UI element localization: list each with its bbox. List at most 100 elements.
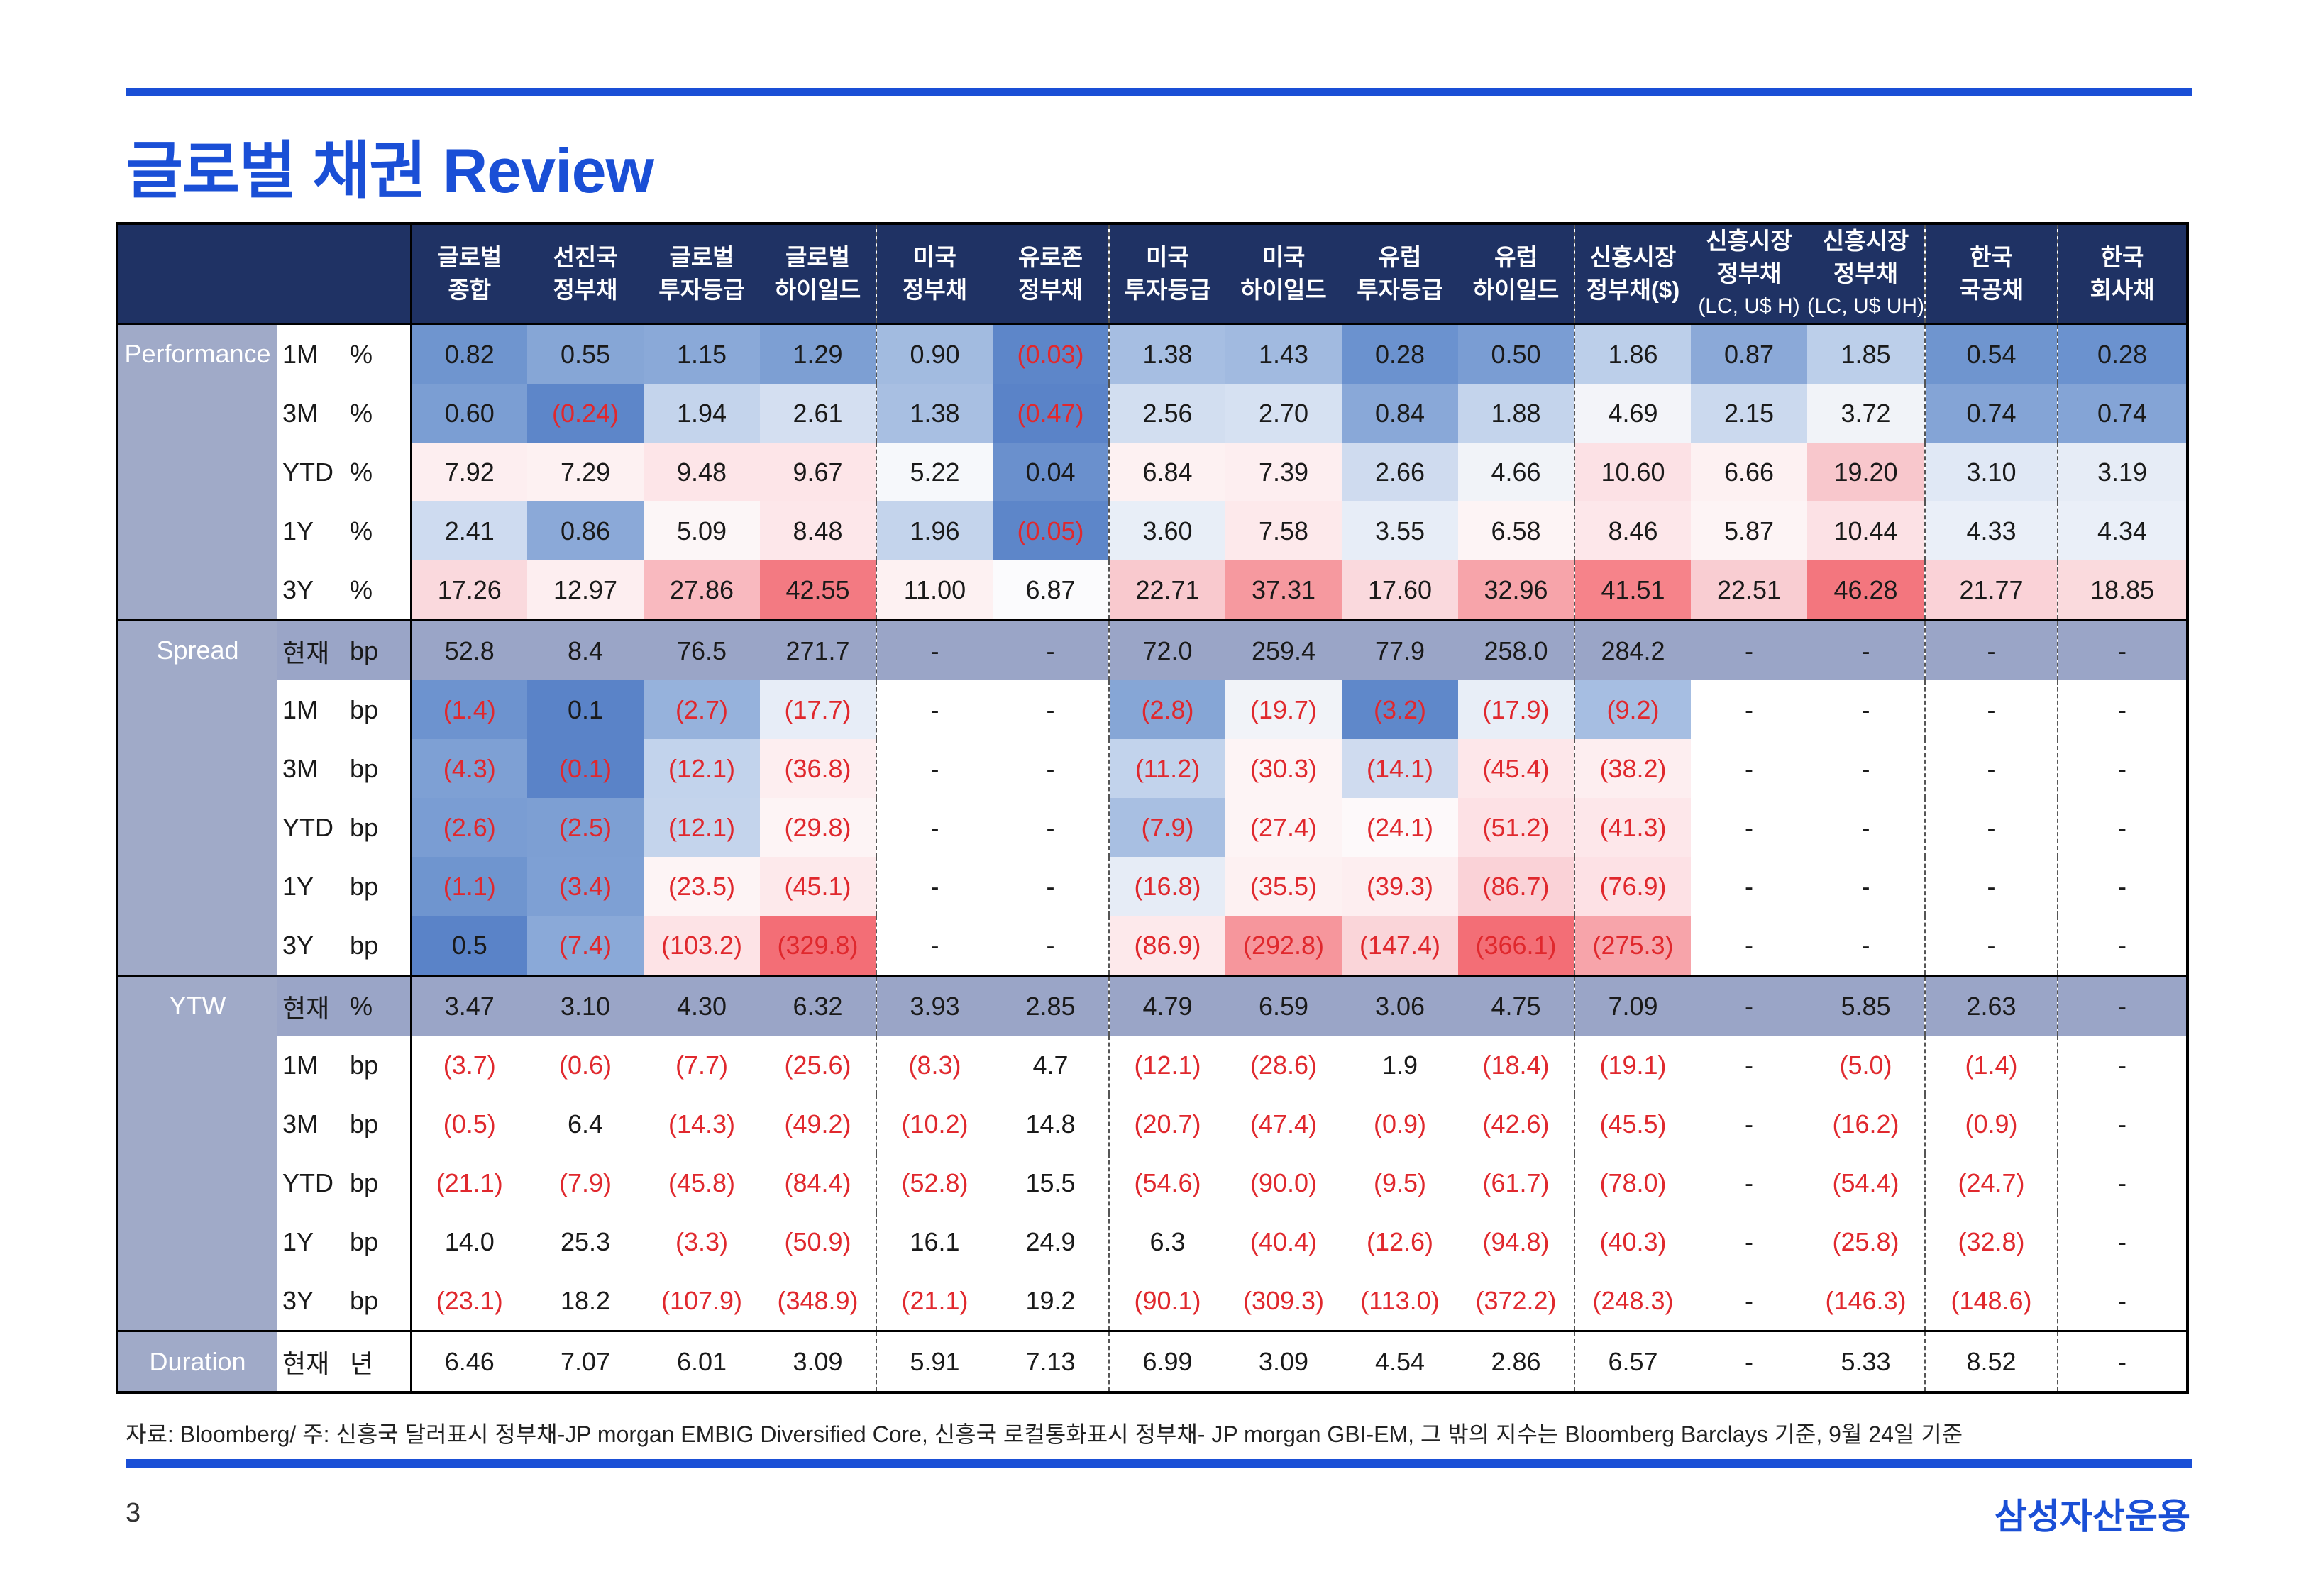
table-cell: (14.1) [1342, 739, 1458, 798]
table-cell: 19.2 [1025, 1285, 1076, 1315]
table-cell: (12.1) [644, 798, 760, 857]
table-cell: (9.5) [1373, 1168, 1427, 1197]
table-cell: - [1924, 857, 2058, 916]
table-cell: 8.52 [1924, 1330, 2058, 1394]
bond-review-table-wrap: 글로벌 종합 선진국 정부채 글로벌 투자등급 글로벌 하이일드 미국 정부채 유로존 정부채 미국 투자… [116, 222, 2190, 1394]
table-cell: 5.91 [876, 1330, 993, 1394]
table-cell: 0.84 [1342, 384, 1458, 443]
column-header-line2: 정부채 [1017, 277, 1083, 303]
table-cell: (21.1) [876, 1271, 993, 1331]
table-cell: (1.4) [1924, 1036, 2058, 1095]
table-cell: 17.26 [409, 560, 527, 621]
table-cell: 5.87 [1691, 501, 1807, 560]
column-header: 한국 회사채 [2057, 222, 2190, 324]
unit-label: bp [350, 1050, 379, 1080]
table-cell: 2.70 [1225, 384, 1342, 443]
table-cell: - [2057, 1212, 2190, 1271]
table-cell: 18.2 [560, 1285, 611, 1315]
table-cell: (292.8) [1225, 916, 1342, 976]
table-row: YTD bp (21.1) (7.9) (45.8) (84.4) (52.8) 15.5 (5… [117, 1153, 2190, 1212]
table-cell: (16.8) [1108, 857, 1225, 916]
table-row: 3Y bp (23.1) 18.2 (107.9) (348.9) (21.1) 19.2 (9… [117, 1271, 2190, 1331]
column-header-sub: (LC, U$ H) [1698, 294, 1800, 318]
table-row: 1M bp (3.7) (0.6) (7.7) (25.6) (8.3) 4.7 (12.1) (… [117, 1036, 2190, 1095]
table-cell: - [2057, 680, 2190, 739]
table-cell: 5.22 [876, 443, 993, 501]
table-cell: (35.5) [1225, 857, 1342, 916]
table-cell: 6.99 [1108, 1330, 1225, 1394]
table-cell: - [2057, 1271, 2190, 1331]
table-cell: 3.06 [1342, 975, 1458, 1036]
table-cell: 5.09 [644, 501, 760, 560]
column-header: 유로존 정부채 [993, 222, 1109, 324]
table-cell: (86.7) [1458, 857, 1574, 916]
table-cell: (2.7) [644, 680, 760, 739]
unit-label: bp [350, 1226, 379, 1256]
table-cell: 9.48 [644, 443, 760, 501]
table-cell: - [2057, 1330, 2190, 1394]
table-cell: (18.4) [1482, 1050, 1550, 1080]
table-cell: (113.0) [1360, 1285, 1440, 1315]
column-header-sub: (LC, U$ UH) [1807, 294, 1925, 318]
table-cell: 1.29 [760, 323, 876, 384]
table-cell: (29.8) [760, 798, 876, 857]
table-cell: (146.3) [1825, 1285, 1907, 1315]
table-cell: 12.97 [527, 560, 644, 621]
table-cell: 7.13 [993, 1330, 1109, 1394]
table-cell: 4.7 [1032, 1050, 1069, 1080]
table-cell: 284.2 [1574, 619, 1691, 680]
table-cell: - [993, 680, 1109, 739]
unit-label: bp [350, 694, 379, 724]
column-header-line1: 신흥시장 [1822, 228, 1909, 254]
column-header-line2: 회사채 [2090, 277, 2155, 303]
unit-label: 년 [344, 1330, 411, 1394]
table-cell: (3.7) [409, 1036, 527, 1095]
table-cell: (52.8) [876, 1153, 993, 1212]
table-cell: (51.2) [1458, 798, 1574, 857]
table-cell: 46.28 [1807, 560, 1926, 621]
table-cell: 2.66 [1342, 443, 1458, 501]
page-number: 3 [126, 1498, 141, 1528]
brand-logo: 삼성자산운용 [1995, 1497, 2190, 1536]
table-cell: (7.9) [1108, 798, 1225, 857]
table-cell: (366.1) [1458, 916, 1574, 976]
period-label: YTD [282, 1168, 333, 1197]
unit-label: % [350, 516, 373, 545]
table-cell: 3.09 [760, 1330, 876, 1394]
unit-label: bp [350, 753, 379, 783]
column-header-line1: 선진국 [553, 244, 618, 270]
column-header: 글로벌 하이일드 [760, 222, 876, 324]
table-cell: (12.6) [1366, 1226, 1434, 1256]
table-cell: 22.71 [1108, 560, 1225, 621]
table-cell: (329.8) [760, 916, 876, 976]
table-cell: - [1745, 1109, 1753, 1138]
table-cell: 41.51 [1574, 560, 1691, 621]
table-cell: - [2057, 1095, 2190, 1153]
table-cell: 0.74 [2057, 384, 2190, 443]
table-cell: (9.2) [1574, 680, 1691, 739]
table-cell: 3.19 [2057, 443, 2190, 501]
table-cell: 21.77 [1924, 560, 2058, 621]
table-cell: 76.5 [644, 619, 760, 680]
table-cell: (20.7) [1108, 1095, 1225, 1153]
column-header-line2: 하이일드 [1472, 277, 1560, 303]
table-cell: - [1924, 619, 2058, 680]
table-cell: (0.47) [993, 384, 1109, 443]
table-cell: (50.9) [784, 1226, 851, 1256]
table-cell: - [993, 619, 1109, 680]
table-cell: 4.34 [2057, 501, 2190, 560]
table-cell: 8.4 [527, 619, 644, 680]
table-cell: (275.3) [1574, 916, 1691, 976]
table-cell: 6.84 [1108, 443, 1225, 501]
table-cell: (16.2) [1832, 1109, 1899, 1138]
table-cell: 25.3 [560, 1226, 611, 1256]
table-cell: - [2057, 798, 2190, 857]
table-cell: 1.38 [876, 384, 993, 443]
table-cell: 1.86 [1574, 323, 1691, 384]
table-cell: (0.9) [1373, 1109, 1427, 1138]
period-label: 3Y [282, 575, 314, 604]
unit-label: bp [350, 812, 379, 842]
table-cell: 3.60 [1108, 501, 1225, 560]
column-header: 선진국 정부채 [527, 222, 644, 324]
table-cell: - [2057, 1036, 2190, 1095]
